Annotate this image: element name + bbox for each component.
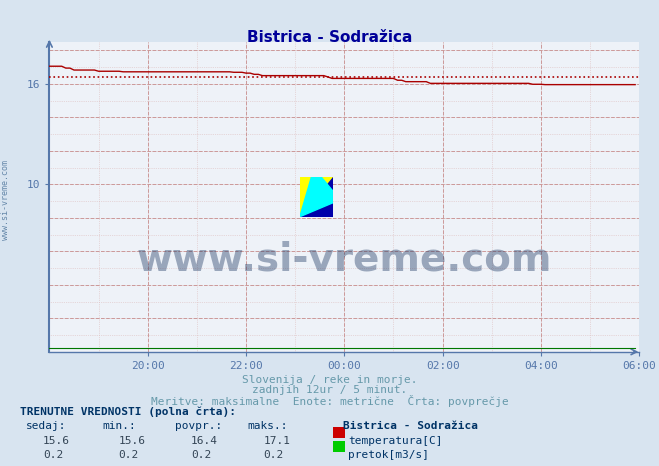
Text: zadnjih 12ur / 5 minut.: zadnjih 12ur / 5 minut. <box>252 385 407 395</box>
Text: 0.2: 0.2 <box>264 450 284 460</box>
Text: povpr.:: povpr.: <box>175 421 222 431</box>
Text: min.:: min.: <box>102 421 136 431</box>
Text: 15.6: 15.6 <box>43 436 70 446</box>
Text: 0.2: 0.2 <box>191 450 212 460</box>
Text: maks.:: maks.: <box>247 421 287 431</box>
Text: 16.4: 16.4 <box>191 436 218 446</box>
Text: 15.6: 15.6 <box>119 436 146 446</box>
Text: Bistrica - Sodražica: Bistrica - Sodražica <box>247 30 412 45</box>
Text: Meritve: maksimalne  Enote: metrične  Črta: povprečje: Meritve: maksimalne Enote: metrične Črta… <box>151 395 508 407</box>
Text: 0.2: 0.2 <box>43 450 63 460</box>
Text: 0.2: 0.2 <box>119 450 139 460</box>
Text: Bistrica - Sodražica: Bistrica - Sodražica <box>343 421 478 431</box>
Polygon shape <box>300 177 333 217</box>
Text: TRENUTNE VREDNOSTI (polna črta):: TRENUTNE VREDNOSTI (polna črta): <box>20 406 236 417</box>
Polygon shape <box>300 177 333 217</box>
Text: www.si-vreme.com: www.si-vreme.com <box>1 160 10 240</box>
Text: pretok[m3/s]: pretok[m3/s] <box>348 450 429 460</box>
Text: sedaj:: sedaj: <box>26 421 67 431</box>
Text: www.si-vreme.com: www.si-vreme.com <box>136 241 552 279</box>
Polygon shape <box>300 177 333 217</box>
Text: 17.1: 17.1 <box>264 436 291 446</box>
Text: Slovenija / reke in morje.: Slovenija / reke in morje. <box>242 375 417 384</box>
Text: temperatura[C]: temperatura[C] <box>348 436 442 446</box>
